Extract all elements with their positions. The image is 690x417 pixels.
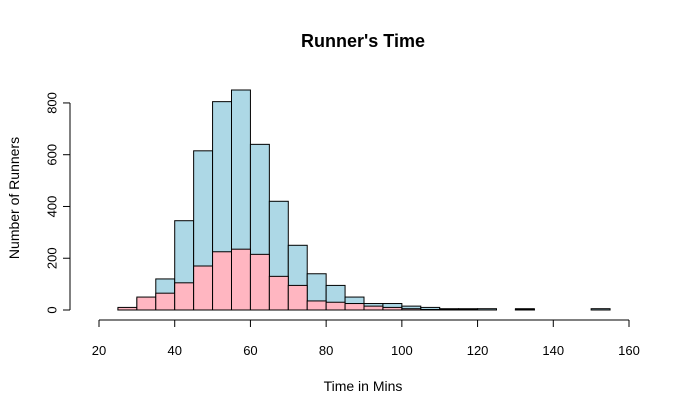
y-tick-label: 200 xyxy=(45,247,60,269)
y-tick-label: 800 xyxy=(45,92,60,114)
y-axis-label: Number of Runners xyxy=(6,137,22,259)
y-tick-label: 600 xyxy=(45,144,60,166)
series-2-bar xyxy=(382,306,403,311)
series-2-bar xyxy=(401,308,422,311)
y-tick-label: 400 xyxy=(45,196,60,218)
x-tick-label: 40 xyxy=(167,343,181,358)
x-tick-label: 100 xyxy=(391,343,413,358)
series-2-bar xyxy=(363,305,384,311)
x-tick-label: 60 xyxy=(243,343,257,358)
y-ticks-layer: 0 200 400 600 800 xyxy=(45,92,70,314)
series-2-bar xyxy=(458,308,479,311)
series-2-bar xyxy=(231,248,251,311)
x-axis-label: Time in Mins xyxy=(324,378,403,394)
series-2-bar xyxy=(325,301,346,311)
series-1-bar xyxy=(590,308,611,311)
x-tick-label: 80 xyxy=(319,343,333,358)
series-2-bar xyxy=(268,275,289,311)
bars-layer xyxy=(117,89,611,311)
series-2-bar xyxy=(136,296,157,311)
series-2-bar xyxy=(174,282,195,311)
series-2-bar xyxy=(420,308,441,311)
series-2-bar xyxy=(306,300,327,311)
series-2-bar xyxy=(212,251,233,311)
series-2-bar xyxy=(439,308,460,311)
series-2-bar xyxy=(155,292,176,311)
x-tick-label: 20 xyxy=(92,343,106,358)
chart-title: Runner's Time xyxy=(301,31,425,51)
series-2-bar xyxy=(514,308,535,311)
series-2-bar xyxy=(287,284,308,311)
series-2-bar xyxy=(344,303,365,311)
series-2-bar xyxy=(193,265,214,311)
series-2-bar xyxy=(249,253,270,311)
x-tick-label: 160 xyxy=(618,343,640,358)
y-tick-label: 0 xyxy=(45,306,60,313)
series-1-bar xyxy=(477,308,498,311)
x-tick-label: 140 xyxy=(542,343,564,358)
x-ticks-layer: 20 40 60 80 100 120 140 160 xyxy=(92,320,640,358)
x-tick-label: 120 xyxy=(467,343,489,358)
axes-layer xyxy=(69,102,629,321)
series-2-bar xyxy=(117,306,138,311)
